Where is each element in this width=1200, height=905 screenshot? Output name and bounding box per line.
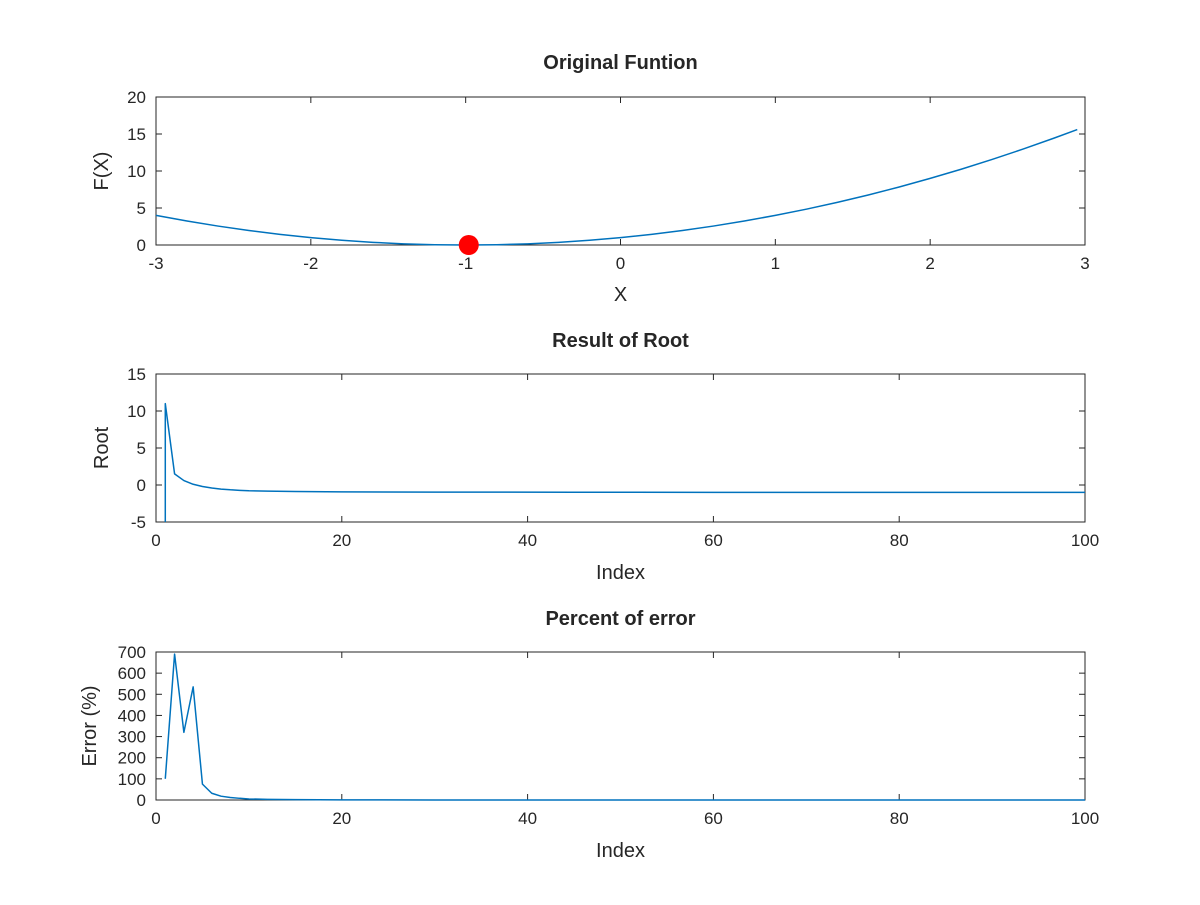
x-tick-label: 100: [1071, 531, 1099, 550]
x-tick-label: 40: [518, 531, 537, 550]
y-tick-label: 300: [118, 728, 146, 747]
y-tick-label: 15: [127, 125, 146, 144]
y-tick-label: 500: [118, 685, 146, 704]
x-tick-label: 0: [151, 809, 160, 828]
x-tick-label: 40: [518, 809, 537, 828]
y-tick-label: 10: [127, 402, 146, 421]
x-tick-label: 0: [616, 254, 625, 273]
x-tick-label: -1: [458, 254, 473, 273]
x-tick-label: 20: [332, 531, 351, 550]
root-marker: [458, 235, 479, 255]
series-line-0: [164, 653, 1086, 801]
plot-area: 0 20 40 60 80 100 -5 0 5 10 15: [127, 365, 1099, 550]
subplot-title: Original Funtion: [543, 52, 697, 74]
y-tick-label: 5: [137, 199, 146, 218]
x-tick-label: 100: [1071, 809, 1099, 828]
subplot-percent-of-error: Percent of error Index Error (%) 0 20 40 60…: [79, 608, 1099, 862]
y-tick-label: 600: [118, 664, 146, 683]
x-tick-label: 60: [704, 531, 723, 550]
y-axis-label: Error (%): [79, 685, 101, 766]
x-tick-label: 1: [771, 254, 780, 273]
y-tick-label: 15: [127, 365, 146, 384]
x-tick-label: 80: [890, 809, 909, 828]
plot-area: 0 20 40 60 80 100 0 100 200 300 400 500 600 700: [118, 643, 1100, 828]
y-axis-label: F(X): [91, 152, 113, 191]
y-tick-label: 10: [127, 162, 146, 181]
y-tick-label: 700: [118, 643, 146, 662]
x-tick-label: -2: [303, 254, 318, 273]
subplot-title: Result of Root: [552, 330, 689, 352]
subplot-original-function: Original Funtion X F(X) -3 -2 -1 0 1 2 3 0 5 10 15…: [91, 52, 1090, 306]
series-line-0: [164, 402, 1085, 522]
y-tick-label: 0: [137, 476, 146, 495]
y-tick-label: 400: [118, 706, 146, 725]
x-tick-label: 3: [1080, 254, 1089, 273]
y-tick-label: 0: [137, 236, 146, 255]
x-tick-label: -3: [148, 254, 163, 273]
y-axis-label: Root: [91, 426, 113, 469]
subplot-result-of-root: Result of Root Index Root 0 20 40 60 80 100-5…: [91, 330, 1099, 584]
x-tick-label: 20: [332, 809, 351, 828]
axes-box: [155, 373, 1086, 523]
axes-box: [155, 651, 1086, 801]
y-tick-label: 200: [118, 749, 146, 768]
series-line-0: [155, 128, 1078, 246]
plot-area: -3 -2 -1 0 1 2 3 0 5 10 15 20: [127, 88, 1090, 273]
y-tick-label: 20: [127, 88, 146, 107]
x-axis-label: Index: [596, 562, 645, 584]
axes-box: [155, 96, 1086, 246]
x-axis-label: Index: [596, 840, 645, 862]
x-axis-label: X: [614, 284, 627, 306]
y-tick-label: 5: [137, 439, 146, 458]
subplot-title: Percent of error: [545, 608, 695, 630]
x-tick-label: 80: [890, 531, 909, 550]
x-tick-label: 2: [925, 254, 934, 273]
x-tick-label: 0: [151, 531, 160, 550]
x-tick-label: 60: [704, 809, 723, 828]
y-tick-label: -5: [131, 513, 146, 532]
y-tick-label: 0: [137, 791, 146, 810]
y-tick-label: 100: [118, 770, 146, 789]
